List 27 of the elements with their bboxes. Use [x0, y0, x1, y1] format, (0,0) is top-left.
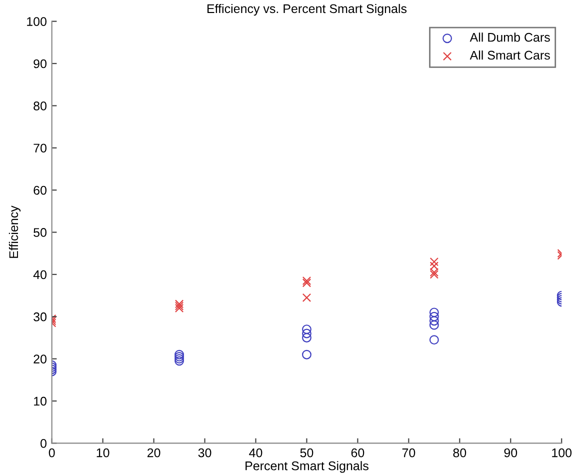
y-tick-label: 80	[34, 102, 46, 110]
x-tick-label: 100	[552, 448, 572, 458]
x-tick-label: 60	[351, 448, 364, 458]
y-tick-label: 90	[34, 59, 46, 68]
y-tick-label: 60	[34, 186, 46, 195]
legend-label: All Smart Cars	[470, 50, 550, 60]
y-tick-label: 70	[34, 144, 46, 153]
y-tick-label: 10	[34, 396, 46, 406]
y-tick-label: 30	[34, 312, 46, 322]
legend-label: All Dumb Cars	[470, 32, 550, 42]
x-tick-label: 30	[198, 448, 212, 458]
y-tick-label: 50	[34, 228, 46, 237]
x-tick-label: 50	[300, 448, 314, 458]
x-tick-label: 40	[249, 448, 262, 458]
x-tick-label: 90	[504, 448, 518, 458]
y-tick-label: 0	[40, 438, 46, 448]
x-tick-label: 0	[48, 448, 55, 458]
x-tick-label: 10	[96, 448, 110, 458]
x-tick-label: 80	[453, 448, 466, 458]
y-tick-label: 20	[34, 354, 46, 364]
y-tick-label: 40	[33, 270, 46, 280]
y-axis-title: Efficiency	[8, 206, 21, 258]
x-tick-label: 70	[402, 448, 416, 458]
chart-title: Efficiency vs. Percent Smart Signals	[207, 4, 407, 16]
x-axis-title: Percent Smart Signals	[246, 461, 368, 473]
x-tick-label: 20	[147, 448, 160, 458]
y-tick-label: 100	[27, 17, 46, 26]
